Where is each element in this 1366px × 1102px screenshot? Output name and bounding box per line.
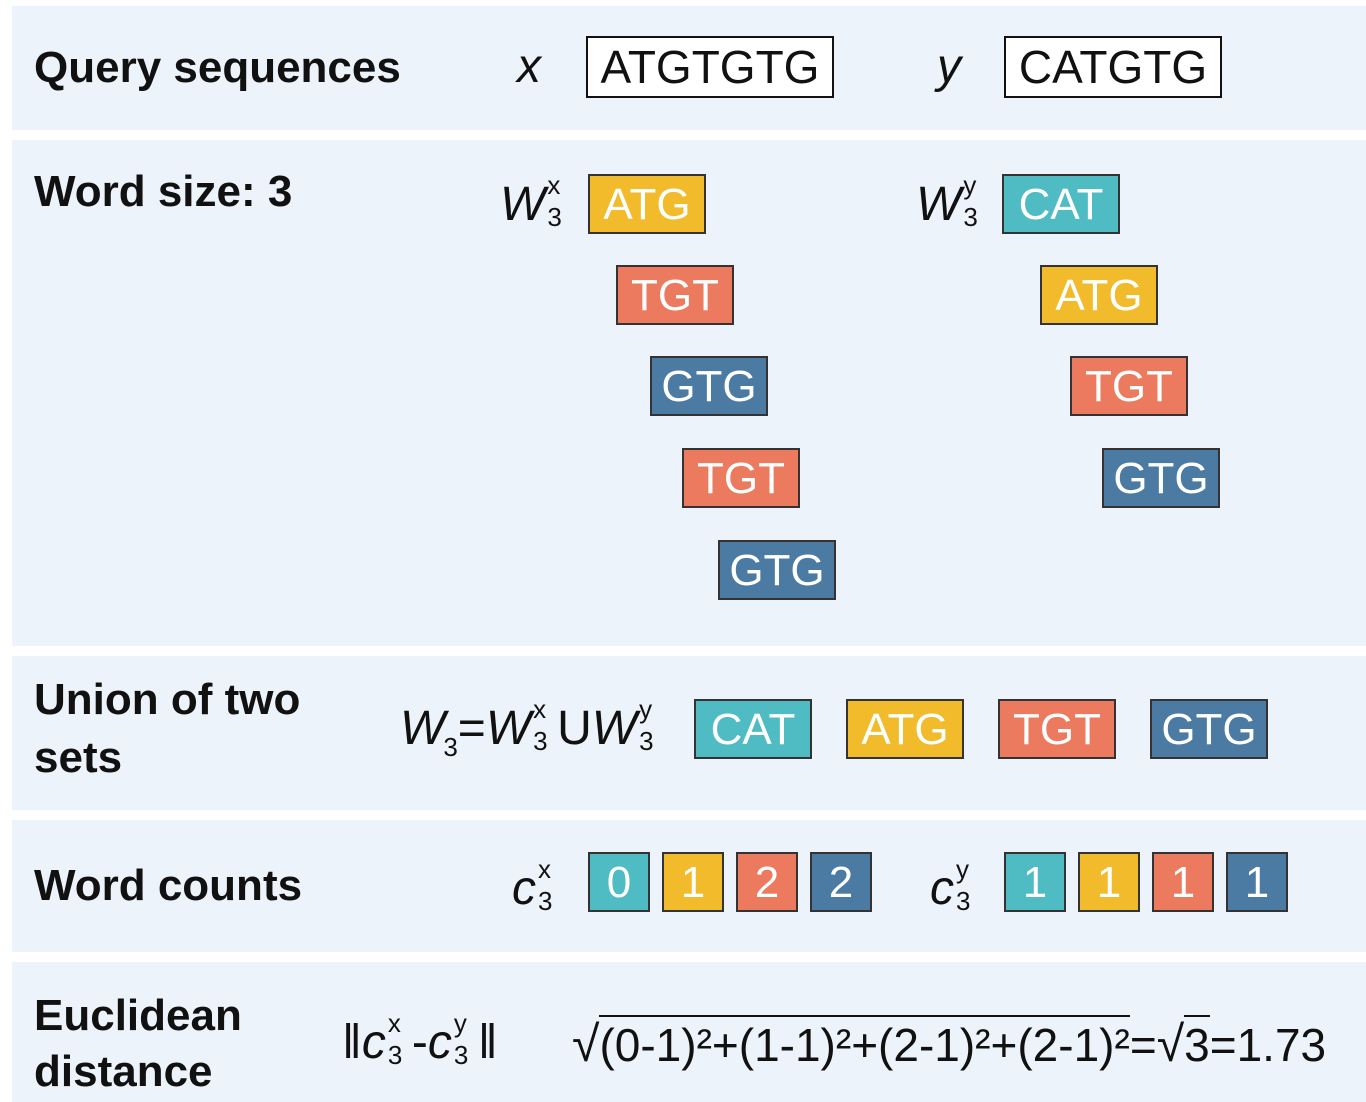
norm-b-sup: y (453, 1008, 467, 1038)
union-lhs-base: W (400, 702, 446, 755)
union-b-sup: y (639, 694, 653, 724)
norm-open: ‖ (342, 1016, 362, 1069)
cx-count-cat: 0 (588, 852, 650, 912)
union-lhs-sub: 3 (443, 732, 458, 762)
norm-b-sub: 3 (453, 1040, 469, 1070)
wx-base: W (500, 178, 546, 231)
union-word-cat: CAT (694, 699, 812, 759)
x-variable: x (517, 40, 541, 93)
distance-norm: ‖c x 3 -c y 3 ‖ (342, 1010, 498, 1070)
distance-panel: Euclidean distance ‖c x 3 -c y 3 ‖ √(0-1)²+(1-… (12, 962, 1366, 1102)
wx-sub: 3 (547, 202, 562, 232)
y-word-2: ATG (1040, 265, 1158, 325)
y-sequence-box: CATGTG (1004, 36, 1222, 98)
word-size-label: Word size: 3 (34, 167, 293, 216)
norm-minus: - (411, 1016, 428, 1069)
y-word-1: CAT (1002, 174, 1120, 234)
sqrt-value: 3 (1184, 1015, 1210, 1071)
wx-sup: x (547, 170, 561, 200)
cy-sup: y (956, 854, 969, 884)
y-word-4: GTG (1102, 448, 1220, 508)
union-a-sup: x (533, 694, 547, 724)
norm-a-base: c (361, 1016, 386, 1069)
union-a-sub: 3 (533, 726, 548, 756)
x-word-4: TGT (682, 448, 800, 508)
cy-sub: 3 (956, 886, 971, 916)
query-panel: Query sequences x ATGTGTG y CATGTG (12, 6, 1366, 130)
cy-base: c (930, 862, 954, 915)
cy-count-cat: 1 (1004, 852, 1066, 912)
x-sequence-box: ATGTGTG (586, 36, 834, 98)
cy-count-atg: 1 (1078, 852, 1140, 912)
union-a-base: W (485, 702, 532, 755)
cx-count-gtg: 2 (810, 852, 872, 912)
cy-count-gtg: 1 (1226, 852, 1288, 912)
x-word-2: TGT (616, 265, 734, 325)
union-word-atg: ATG (846, 699, 964, 759)
y-word-3: TGT (1070, 356, 1188, 416)
norm-b-base: c (427, 1016, 452, 1069)
x-word-3: GTG (650, 356, 768, 416)
norm-a-sup: x (387, 1008, 401, 1038)
x-word-1: ATG (588, 174, 706, 234)
wy-sub: 3 (963, 202, 978, 232)
counts-label: Word counts (34, 861, 303, 910)
cx-count-atg: 1 (662, 852, 724, 912)
norm-a-sub: 3 (387, 1040, 403, 1070)
cx-base: c (512, 862, 536, 915)
cx-sub: 3 (538, 886, 553, 916)
union-label-line1: Union of two (34, 675, 301, 724)
cx-count-tgt: 2 (736, 852, 798, 912)
wy-sup: y (963, 170, 977, 200)
y-variable: y (937, 40, 961, 93)
x-word-5: GTG (718, 540, 836, 600)
cx-sup: x (538, 854, 551, 884)
union-word-tgt: TGT (998, 699, 1116, 759)
union-b-sub: 3 (639, 726, 654, 756)
union-b-base: W (591, 702, 638, 755)
union-op: U (557, 702, 592, 755)
distance-formula: √(0-1)²+(1-1)²+(2-1)²+(2-1)²=√3=1.73 (572, 1015, 1327, 1073)
wy-base: W (916, 178, 962, 231)
distance-eq: = (1129, 1019, 1157, 1071)
distance-result: =1.73 (1209, 1019, 1327, 1071)
query-label: Query sequences (34, 43, 401, 92)
sqrt-sign-2-icon: √ (1156, 1016, 1185, 1072)
cy-count-tgt: 1 (1152, 852, 1214, 912)
union-word-gtg: GTG (1150, 699, 1268, 759)
radicand: (0-1)²+(1-1)²+(2-1)²+(2-1)² (599, 1015, 1130, 1071)
distance-label-line1: Euclidean (34, 991, 242, 1040)
union-formula: W3=W x 3 UW y 3 (400, 696, 663, 762)
union-label-line2: sets (34, 733, 123, 782)
sqrt-sign-icon: √ (572, 1016, 600, 1072)
union-panel: Union of two sets W3=W x 3 UW y 3 CAT ATG TGT… (12, 656, 1366, 810)
union-eq: = (457, 702, 486, 755)
distance-label-line2: distance (34, 1047, 213, 1096)
norm-close: ‖ (477, 1016, 498, 1069)
